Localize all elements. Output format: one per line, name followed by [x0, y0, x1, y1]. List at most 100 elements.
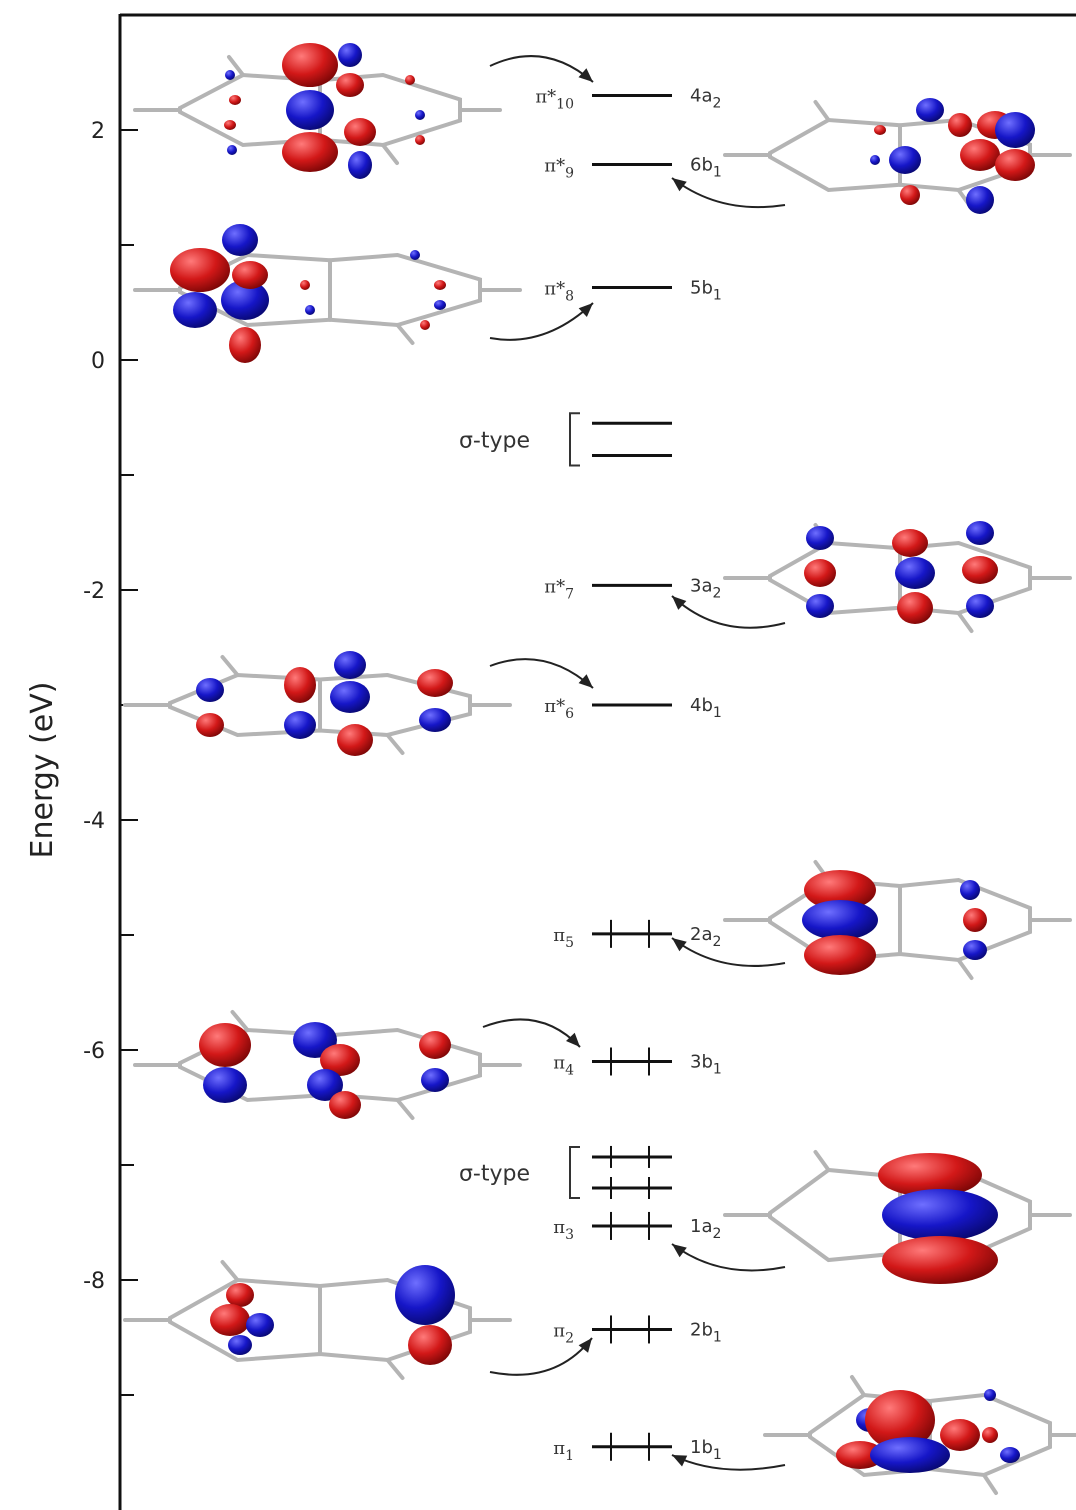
- ring-bonds: [768, 1167, 1032, 1263]
- arrow-head: [578, 303, 593, 317]
- positive-lobe: [420, 320, 430, 330]
- energy-level: π*8 5b1: [544, 278, 722, 305]
- molecule-skeleton: [123, 1260, 512, 1380]
- negative-lobe: [395, 1265, 455, 1325]
- orbital-name: π*8: [544, 279, 574, 305]
- orbital-isosurface: [123, 651, 512, 756]
- positive-lobe: [982, 1427, 998, 1443]
- symmetry-label: 3b1: [690, 1052, 722, 1078]
- tick-label: 0: [91, 349, 105, 374]
- arrow-shaft: [671, 595, 786, 629]
- positive-lobe: [344, 118, 376, 146]
- orbital-isosurface: [723, 98, 1072, 214]
- negative-lobe: [173, 292, 217, 328]
- orbital-isosurface: [723, 1150, 1072, 1284]
- energy-level: π5 2a2: [553, 919, 721, 951]
- h-bond: [982, 1473, 998, 1495]
- symmetry-label: 6b1: [690, 155, 722, 181]
- positive-lobe: [284, 667, 316, 703]
- positive-lobe: [417, 669, 453, 697]
- h-bond: [220, 655, 240, 677]
- h-bond: [395, 1098, 415, 1120]
- orbital-name: π4: [553, 1053, 574, 1079]
- negative-lobe: [916, 98, 944, 122]
- negative-lobe: [415, 110, 425, 120]
- arrows: [482, 55, 786, 1471]
- negative-lobe: [305, 305, 315, 315]
- negative-lobe: [984, 1389, 996, 1401]
- positive-lobe: [232, 261, 268, 289]
- arrow: [671, 937, 786, 967]
- positive-lobe: [405, 75, 415, 85]
- negative-lobe: [338, 43, 362, 67]
- positive-lobe: [415, 135, 425, 145]
- positive-lobe: [329, 1091, 361, 1119]
- arrow: [489, 55, 594, 83]
- positive-lobe: [963, 908, 987, 932]
- positive-lobe: [434, 280, 446, 290]
- sigma-type-groups: σ-type σ-type: [459, 412, 672, 1199]
- positive-lobe: [874, 125, 886, 135]
- orbital-isosurface: [723, 521, 1072, 633]
- positive-lobe: [878, 1153, 982, 1197]
- symmetry-label: 1a2: [690, 1216, 721, 1242]
- negative-lobe: [227, 145, 237, 155]
- symmetry-label: 3a2: [690, 575, 721, 601]
- h-bond: [813, 100, 831, 122]
- positive-lobe: [337, 724, 373, 756]
- ring-bonds: [168, 1277, 472, 1363]
- positive-lobe: [336, 73, 364, 97]
- arrow: [671, 1454, 786, 1471]
- tick-label: -2: [83, 579, 105, 604]
- negative-lobe: [895, 557, 935, 589]
- negative-lobe: [960, 880, 980, 900]
- tick-label: -4: [83, 809, 105, 834]
- negative-lobe: [434, 300, 446, 310]
- orbital-isosurface: [763, 1375, 1076, 1495]
- negative-lobe: [203, 1067, 247, 1103]
- negative-lobe: [882, 1189, 998, 1241]
- h-bond: [220, 1260, 240, 1282]
- orbital-name: π*9: [544, 156, 574, 182]
- arrow-head: [672, 596, 687, 610]
- positive-lobe: [948, 113, 972, 137]
- energy-level: π*6 4b1: [544, 695, 722, 722]
- h-bond: [227, 55, 245, 77]
- negative-lobe: [222, 224, 258, 256]
- arrow-head: [578, 68, 593, 82]
- orbital-name: π5: [553, 925, 574, 951]
- arrow-shaft: [482, 1018, 581, 1048]
- negative-lobe: [286, 90, 334, 130]
- negative-lobe: [221, 280, 269, 320]
- negative-lobe: [802, 900, 878, 940]
- negative-lobe: [419, 708, 451, 732]
- arrow-head: [672, 1244, 687, 1258]
- energy-level: π4 3b1: [553, 1047, 722, 1079]
- arrow-head: [672, 1455, 688, 1467]
- arrow: [482, 1018, 581, 1048]
- orbital-name: π1: [553, 1438, 574, 1464]
- orbital-isosurface: [133, 43, 502, 179]
- symmetry-label: 4b1: [690, 695, 722, 721]
- positive-lobe: [408, 1325, 452, 1365]
- negative-lobe: [228, 1335, 252, 1355]
- positive-lobe: [320, 1044, 360, 1076]
- energy-level: π3 1a2: [553, 1211, 721, 1243]
- orbital-name: π*7: [544, 576, 574, 602]
- negative-lobe: [225, 70, 235, 80]
- arrow-head: [578, 1338, 592, 1353]
- bracket: [569, 412, 580, 467]
- energy-level: π2 2b1: [553, 1315, 722, 1346]
- tick-label: -8: [83, 1269, 105, 1294]
- negative-lobe: [966, 594, 994, 618]
- positive-lobe: [897, 592, 933, 624]
- orbital-name: π*10: [535, 87, 574, 113]
- orbital-name: π2: [553, 1320, 574, 1346]
- negative-lobe: [1000, 1447, 1020, 1463]
- positive-lobe: [282, 43, 338, 87]
- ring-bonds: [178, 252, 482, 328]
- negative-lobe: [966, 186, 994, 214]
- sigma-label: σ-type: [459, 428, 530, 453]
- energy-level: π*9 6b1: [544, 155, 722, 182]
- symmetry-label: 2a2: [690, 924, 721, 950]
